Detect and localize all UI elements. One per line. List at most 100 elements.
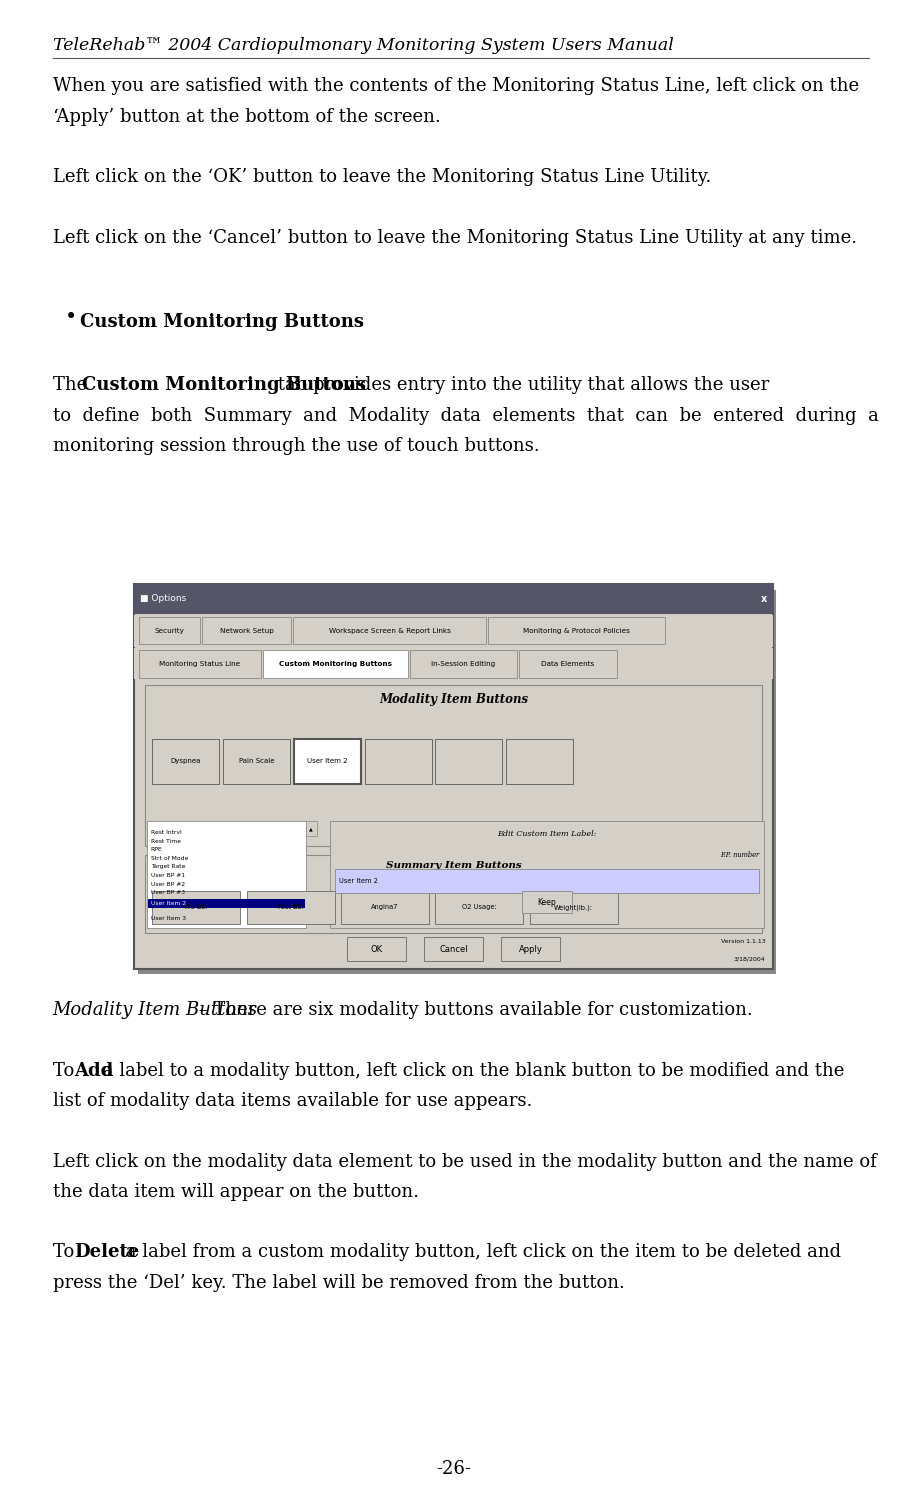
Text: User Item 1: User Item 1 [151, 898, 186, 904]
Text: In-Session Editing: In-Session Editing [432, 660, 495, 668]
FancyBboxPatch shape [293, 617, 486, 644]
Text: User Item 3: User Item 3 [151, 916, 186, 921]
Text: Custom Monitoring Buttons: Custom Monitoring Buttons [82, 375, 366, 395]
Text: Apply: Apply [519, 945, 542, 954]
FancyBboxPatch shape [519, 650, 617, 678]
FancyBboxPatch shape [410, 650, 517, 678]
Text: Modality Item Buttons: Modality Item Buttons [379, 693, 528, 706]
Text: – There are six modality buttons available for customization.: – There are six modality buttons availab… [193, 1001, 753, 1019]
Text: Weight(lb.):: Weight(lb.): [554, 904, 593, 910]
FancyBboxPatch shape [223, 739, 290, 784]
Text: Dyspnea: Dyspnea [171, 758, 201, 764]
FancyBboxPatch shape [247, 891, 335, 924]
Text: Custom Monitoring Buttons: Custom Monitoring Buttons [80, 313, 364, 331]
FancyBboxPatch shape [139, 650, 261, 678]
Text: -26-: -26- [436, 1460, 471, 1478]
FancyBboxPatch shape [424, 937, 483, 961]
FancyBboxPatch shape [335, 869, 759, 893]
Text: TeleRehab™ 2004 Cardiopulmonary Monitoring System Users Manual: TeleRehab™ 2004 Cardiopulmonary Monitori… [53, 36, 673, 54]
Text: Keep: Keep [538, 897, 556, 907]
Text: O2 Usage:: O2 Usage: [462, 904, 497, 910]
Text: Data Elements: Data Elements [541, 660, 594, 668]
Text: User BP #1: User BP #1 [151, 873, 185, 878]
FancyBboxPatch shape [134, 648, 773, 679]
Text: 3/18/2004: 3/18/2004 [734, 957, 766, 961]
FancyBboxPatch shape [501, 937, 561, 961]
FancyBboxPatch shape [522, 891, 572, 913]
FancyBboxPatch shape [435, 891, 523, 924]
FancyBboxPatch shape [330, 821, 764, 928]
Text: Modality Item Buttons: Modality Item Buttons [53, 1001, 258, 1019]
Text: User Item 2: User Item 2 [307, 758, 347, 764]
Text: RPE: RPE [151, 848, 162, 852]
FancyBboxPatch shape [202, 617, 291, 644]
Text: ‘Apply’ button at the bottom of the screen.: ‘Apply’ button at the bottom of the scre… [53, 109, 441, 127]
FancyBboxPatch shape [435, 739, 502, 784]
Text: monitoring session through the use of touch buttons.: monitoring session through the use of to… [53, 437, 540, 456]
Text: F.P. number: F.P. number [720, 851, 759, 858]
Text: Delete: Delete [74, 1243, 140, 1262]
Text: User Item 2: User Item 2 [151, 901, 186, 906]
FancyBboxPatch shape [152, 891, 240, 924]
FancyBboxPatch shape [147, 821, 306, 928]
FancyBboxPatch shape [506, 739, 573, 784]
Text: Add: Add [74, 1062, 113, 1080]
Text: tab provides entry into the utility that allows the user: tab provides entry into the utility that… [272, 375, 769, 395]
Text: Monitoring & Protocol Policies: Monitoring & Protocol Policies [523, 627, 629, 635]
Text: Rest Intrvl: Rest Intrvl [151, 830, 181, 834]
FancyBboxPatch shape [134, 615, 773, 647]
Text: Left click on the modality data element to be used in the modality button and th: Left click on the modality data element … [53, 1153, 876, 1171]
Text: When you are satisfied with the contents of the Monitoring Status Line, left cli: When you are satisfied with the contents… [53, 77, 859, 95]
FancyBboxPatch shape [134, 584, 773, 968]
Text: OK: OK [370, 945, 383, 954]
Text: Angina7: Angina7 [371, 904, 399, 910]
Text: To: To [53, 1243, 80, 1262]
FancyBboxPatch shape [306, 821, 317, 836]
Text: Monitoring Status Line: Monitoring Status Line [160, 660, 240, 668]
Text: a label from a custom modality button, left click on the item to be deleted and: a label from a custom modality button, l… [120, 1243, 841, 1262]
FancyBboxPatch shape [530, 891, 618, 924]
Text: ▲: ▲ [309, 825, 313, 831]
Text: Pre-BS:: Pre-BS: [185, 904, 208, 910]
FancyBboxPatch shape [139, 684, 768, 936]
Text: Security: Security [155, 627, 184, 635]
Text: Summary Item Buttons: Summary Item Buttons [385, 861, 522, 870]
FancyBboxPatch shape [346, 937, 406, 961]
Text: Post-BS:: Post-BS: [278, 904, 304, 910]
FancyBboxPatch shape [341, 891, 429, 924]
Text: Workspace Screen & Report Links: Workspace Screen & Report Links [328, 627, 451, 635]
Text: to  define  both  Summary  and  Modality  data  elements  that  can  be  entered: to define both Summary and Modality data… [53, 407, 879, 425]
Text: press the ‘Del’ key. The label will be removed from the button.: press the ‘Del’ key. The label will be r… [53, 1274, 625, 1292]
Text: Rest Time: Rest Time [151, 839, 180, 843]
Text: list of modality data items available for use appears.: list of modality data items available fo… [53, 1092, 532, 1110]
FancyBboxPatch shape [488, 617, 665, 644]
FancyBboxPatch shape [145, 685, 762, 846]
Text: Network Setup: Network Setup [219, 627, 274, 635]
Text: Custom Monitoring Buttons: Custom Monitoring Buttons [279, 660, 392, 668]
Text: The: The [53, 375, 93, 395]
FancyBboxPatch shape [294, 739, 361, 784]
Text: Left click on the ‘OK’ button to leave the Monitoring Status Line Utility.: Left click on the ‘OK’ button to leave t… [53, 168, 711, 186]
Text: User Item 2: User Item 2 [339, 878, 378, 884]
Text: a label to a modality button, left click on the blank button to be modified and : a label to a modality button, left click… [97, 1062, 844, 1080]
Text: User BP #2: User BP #2 [151, 882, 185, 887]
Text: •: • [64, 308, 77, 328]
FancyBboxPatch shape [365, 739, 432, 784]
FancyBboxPatch shape [145, 855, 762, 933]
FancyBboxPatch shape [152, 739, 219, 784]
Text: Cancel: Cancel [439, 945, 468, 954]
Text: Pain Scale: Pain Scale [239, 758, 275, 764]
Text: ■ Options: ■ Options [140, 595, 186, 603]
FancyBboxPatch shape [134, 584, 773, 614]
Text: Edit Custom Item Label:: Edit Custom Item Label: [497, 830, 597, 837]
Text: Target Rate: Target Rate [151, 864, 185, 870]
Text: x: x [761, 595, 767, 603]
FancyBboxPatch shape [263, 650, 408, 678]
FancyBboxPatch shape [138, 590, 776, 974]
Text: User BP #3: User BP #3 [151, 891, 184, 895]
Text: To: To [53, 1062, 80, 1080]
Text: the data item will appear on the button.: the data item will appear on the button. [53, 1183, 419, 1201]
Text: Left click on the ‘Cancel’ button to leave the Monitoring Status Line Utility at: Left click on the ‘Cancel’ button to lea… [53, 228, 857, 247]
FancyBboxPatch shape [139, 617, 200, 644]
FancyBboxPatch shape [148, 898, 305, 907]
